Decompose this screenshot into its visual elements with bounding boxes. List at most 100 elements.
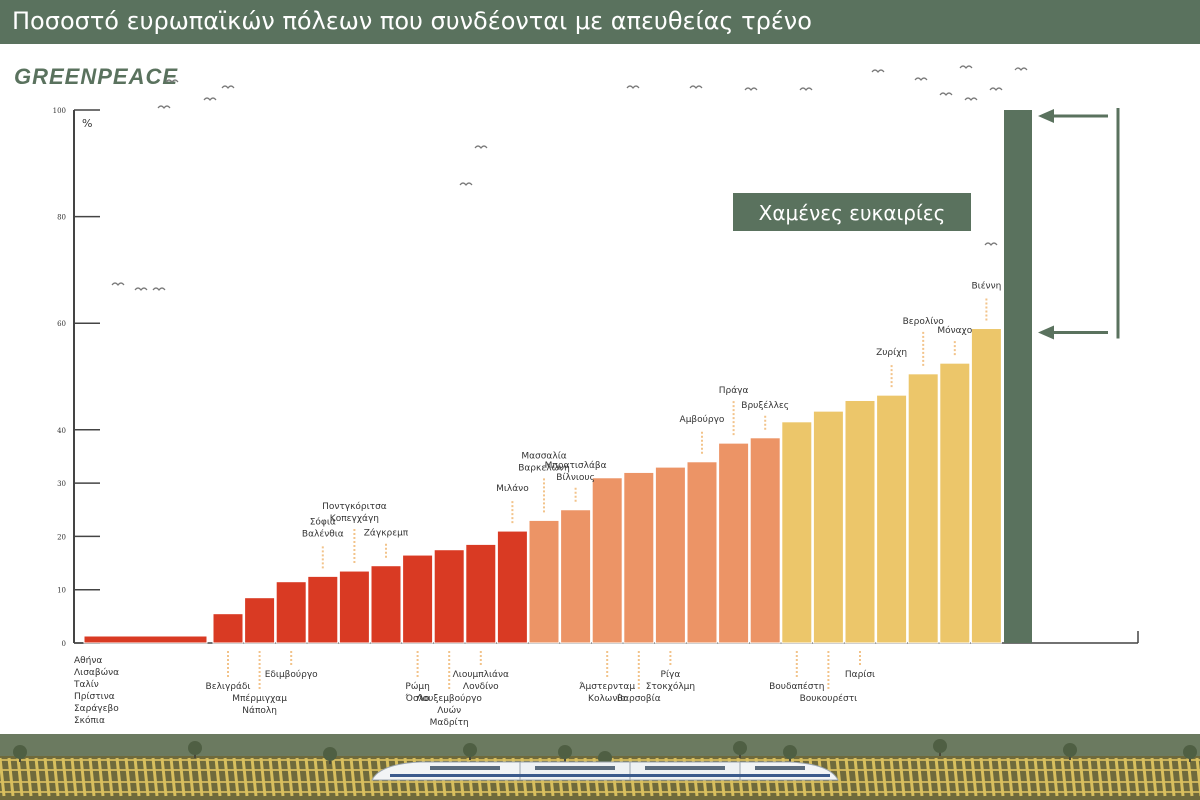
bar bbox=[623, 471, 655, 644]
bars-group bbox=[83, 110, 1032, 644]
rail-sleeper bbox=[115, 757, 123, 797]
bar bbox=[1004, 110, 1032, 643]
city-label: Ρώμη bbox=[405, 681, 429, 692]
bar bbox=[718, 442, 750, 644]
rail-sleeper bbox=[187, 757, 195, 797]
city-label: Εδιμβούργο bbox=[265, 669, 318, 680]
rail-sleeper bbox=[295, 757, 303, 797]
bird-icon bbox=[959, 65, 973, 69]
bar bbox=[591, 477, 623, 644]
rail-sleeper bbox=[196, 757, 204, 797]
city-label: Μαδρίτη bbox=[430, 718, 469, 728]
city-label: Μπρατισλάβα bbox=[545, 461, 607, 471]
city-label: Στοκχόλμη bbox=[646, 681, 695, 692]
city-label: Σόφια bbox=[310, 516, 336, 527]
rail-sleeper bbox=[223, 757, 231, 797]
rail-sleeper bbox=[970, 757, 978, 797]
rail-sleeper bbox=[106, 757, 114, 797]
rail-sleeper bbox=[277, 757, 285, 797]
tree-icon bbox=[1063, 743, 1077, 757]
bar bbox=[781, 421, 813, 644]
rail-sleeper bbox=[241, 757, 249, 797]
annotation-box bbox=[733, 193, 971, 231]
rail-sleeper bbox=[340, 757, 348, 797]
bar bbox=[433, 549, 465, 644]
bird-icon bbox=[984, 242, 998, 246]
rail-sleeper bbox=[259, 757, 267, 797]
city-label: Σκόπια bbox=[74, 715, 105, 726]
tree-icon bbox=[463, 743, 477, 757]
rail-sleeper bbox=[322, 757, 330, 797]
page-title: Ποσοστό ευρωπαϊκών πόλεων που συνδέονται… bbox=[12, 7, 812, 35]
rail-sleeper bbox=[880, 757, 888, 797]
city-label: Βαλένθια bbox=[302, 528, 344, 539]
city-label: Άμστερνταμ bbox=[579, 682, 635, 692]
tree-icon bbox=[933, 739, 947, 753]
rail-sleeper bbox=[0, 757, 6, 797]
bird-icon bbox=[134, 287, 148, 291]
rail-sleeper bbox=[1132, 757, 1140, 797]
bird-icon bbox=[157, 105, 171, 109]
bird-icon bbox=[459, 182, 473, 186]
rail-sleeper bbox=[889, 757, 897, 797]
bird-icon bbox=[1014, 67, 1028, 71]
rail-sleeper bbox=[88, 757, 96, 797]
bar bbox=[812, 410, 844, 644]
rail-sleeper bbox=[916, 757, 924, 797]
rail-sleeper bbox=[367, 757, 375, 797]
rail-sleeper bbox=[1051, 757, 1059, 797]
city-label: Μόναχο bbox=[937, 325, 972, 336]
city-label: Όσλο bbox=[405, 693, 430, 704]
rail-sleeper bbox=[313, 757, 321, 797]
bird-icon bbox=[939, 92, 953, 96]
annotation-group: Χαμένες ευκαιρίες bbox=[733, 108, 1120, 340]
rail-sleeper bbox=[1141, 757, 1149, 797]
bird-icon bbox=[689, 85, 703, 89]
rail-sleeper bbox=[1096, 757, 1104, 797]
rail-sleeper bbox=[16, 757, 24, 797]
rail-sleeper bbox=[844, 757, 852, 797]
rail-sleeper bbox=[1006, 757, 1014, 797]
city-label: Βαρσοβία bbox=[617, 694, 661, 704]
greenpeace-logo: GREENPEACE bbox=[14, 64, 179, 89]
tree-icon bbox=[323, 747, 337, 761]
bird-icon bbox=[799, 87, 813, 91]
city-label: Ταλίν bbox=[73, 680, 99, 690]
rail-sleeper bbox=[934, 757, 942, 797]
y-tick-label: 100 bbox=[53, 107, 66, 115]
city-label: Μασσαλία bbox=[521, 451, 566, 461]
city-label: Ζυρίχη bbox=[876, 348, 907, 358]
rail-sleeper bbox=[169, 757, 177, 797]
rail-sleeper bbox=[907, 757, 915, 797]
rail-sleeper bbox=[52, 757, 60, 797]
rail-sleeper bbox=[952, 757, 960, 797]
rail-sleeper bbox=[331, 757, 339, 797]
y-tick-label: 60 bbox=[57, 320, 66, 328]
rail-sleeper bbox=[1024, 757, 1032, 797]
rail-sleeper bbox=[1087, 757, 1095, 797]
city-label: Ρίγα bbox=[661, 670, 681, 680]
rail-sleeper bbox=[151, 757, 159, 797]
city-label: Λισαβώνα bbox=[74, 667, 119, 678]
rail-sleeper bbox=[1195, 757, 1200, 797]
rail-sleeper bbox=[871, 757, 879, 797]
rail-sleeper bbox=[61, 757, 69, 797]
bar bbox=[844, 399, 876, 644]
bar bbox=[496, 530, 528, 644]
rail-sleeper bbox=[133, 757, 141, 797]
y-tick-label: 30 bbox=[57, 480, 66, 488]
bar bbox=[244, 597, 276, 644]
rail-sleeper bbox=[304, 757, 312, 797]
rail-sleeper bbox=[1069, 757, 1077, 797]
rail-sleeper bbox=[1150, 757, 1158, 797]
bird-icon bbox=[203, 97, 217, 101]
bar bbox=[528, 519, 560, 644]
annotation-label: Χαμένες ευκαιρίες bbox=[759, 201, 946, 225]
tree-icon bbox=[1183, 745, 1197, 759]
city-label: Νάπολη bbox=[242, 706, 277, 716]
bar bbox=[307, 575, 339, 644]
y-tick-label: 0 bbox=[62, 640, 66, 648]
city-label: Αθήνα bbox=[74, 656, 102, 666]
rail-sleeper bbox=[961, 757, 969, 797]
